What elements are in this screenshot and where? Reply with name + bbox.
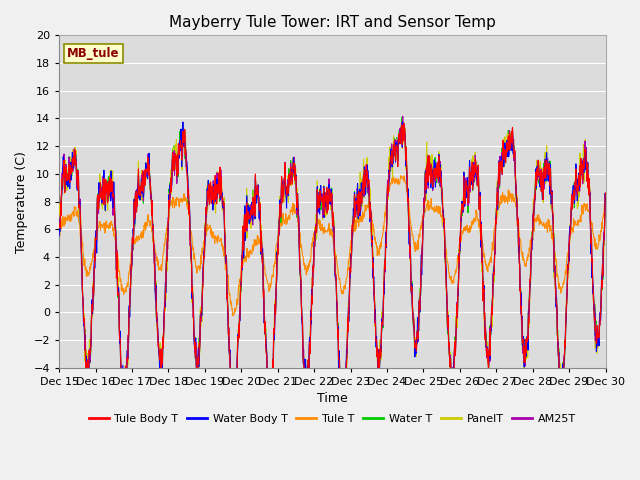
Title: Mayberry Tule Tower: IRT and Sensor Temp: Mayberry Tule Tower: IRT and Sensor Temp [169, 15, 496, 30]
Legend: Tule Body T, Water Body T, Tule T, Water T, PanelT, AM25T: Tule Body T, Water Body T, Tule T, Water… [84, 410, 580, 429]
Text: MB_tule: MB_tule [67, 47, 120, 60]
Y-axis label: Temperature (C): Temperature (C) [15, 151, 28, 252]
X-axis label: Time: Time [317, 393, 348, 406]
